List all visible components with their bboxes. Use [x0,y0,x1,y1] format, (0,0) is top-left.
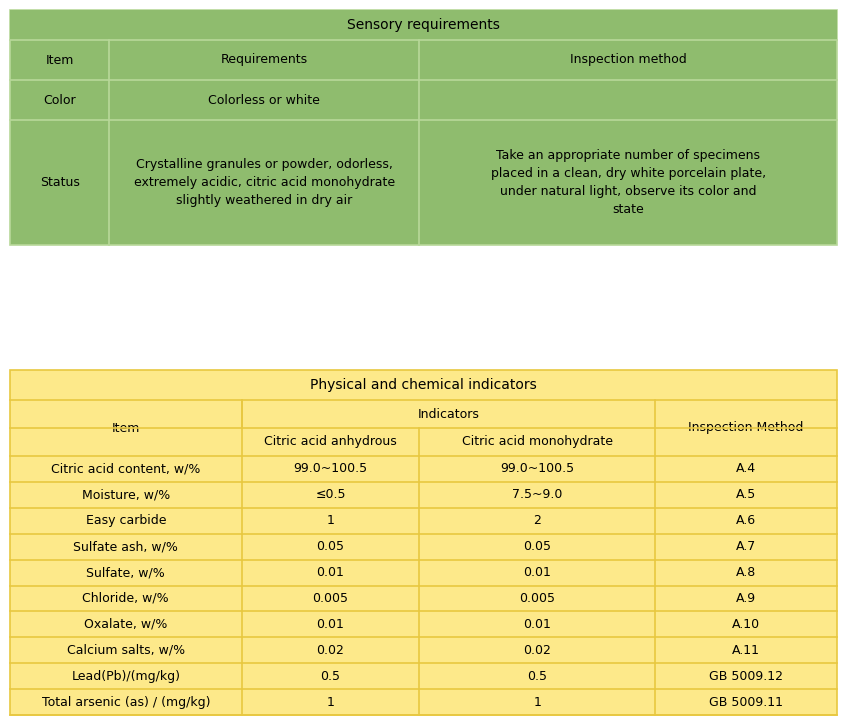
Text: 99.0~100.5: 99.0~100.5 [500,463,574,476]
Text: A.9: A.9 [736,592,756,605]
Text: Citric acid anhydrous: Citric acid anhydrous [264,435,397,448]
Text: A.4: A.4 [736,463,756,476]
Text: 1: 1 [327,695,335,708]
Text: Moisture, w/%: Moisture, w/% [81,488,170,501]
Text: Citric acid monohydrate: Citric acid monohydrate [462,435,612,448]
Text: 1: 1 [534,695,541,708]
Text: Sulfate ash, w/%: Sulfate ash, w/% [74,540,178,553]
Text: Requirements: Requirements [221,53,307,66]
Text: 2: 2 [534,514,541,527]
Text: Lead(Pb)/(mg/kg): Lead(Pb)/(mg/kg) [71,669,180,682]
Text: Indicators: Indicators [418,407,479,420]
Text: 0.02: 0.02 [317,644,345,657]
Text: Physical and chemical indicators: Physical and chemical indicators [310,378,537,392]
Text: 0.01: 0.01 [317,566,345,579]
Text: 0.05: 0.05 [317,540,345,553]
Text: 0.05: 0.05 [523,540,551,553]
Text: Oxalate, w/%: Oxalate, w/% [84,618,168,631]
Text: GB 5009.11: GB 5009.11 [709,695,783,708]
Text: Chloride, w/%: Chloride, w/% [82,592,169,605]
Text: 0.01: 0.01 [317,618,345,631]
Text: A.6: A.6 [736,514,756,527]
Text: 0.02: 0.02 [523,644,551,657]
Text: Item: Item [112,422,140,435]
Text: A.8: A.8 [736,566,756,579]
Text: Citric acid content, w/%: Citric acid content, w/% [51,463,201,476]
Text: Sulfate, w/%: Sulfate, w/% [86,566,165,579]
Text: 7.5~9.0: 7.5~9.0 [512,488,562,501]
Text: 1: 1 [327,514,335,527]
Text: A.10: A.10 [732,618,760,631]
Text: Item: Item [46,53,74,66]
Text: 99.0~100.5: 99.0~100.5 [293,463,368,476]
Text: Colorless or white: Colorless or white [208,94,320,107]
Bar [10,10,837,245]
Text: GB 5009.12: GB 5009.12 [709,669,783,682]
Text: Calcium salts, w/%: Calcium salts, w/% [67,644,185,657]
Text: 0.005: 0.005 [519,592,556,605]
Text: Easy carbide: Easy carbide [86,514,166,527]
Text: A.7: A.7 [736,540,756,553]
Text: 0.005: 0.005 [313,592,348,605]
Text: Total arsenic (as) / (mg/kg): Total arsenic (as) / (mg/kg) [42,695,210,708]
Text: 0.01: 0.01 [523,618,551,631]
Text: 0.5: 0.5 [527,669,547,682]
Text: Color: Color [43,94,76,107]
Text: Inspection method: Inspection method [570,53,687,66]
Text: 0.01: 0.01 [523,566,551,579]
Text: Crystalline granules or powder, odorless,
extremely acidic, citric acid monohydr: Crystalline granules or powder, odorless… [134,158,395,207]
Bar [10,10,837,40]
Bar [10,370,837,715]
Text: 0.5: 0.5 [320,669,340,682]
Text: A.11: A.11 [732,644,760,657]
Text: ≤0.5: ≤0.5 [315,488,346,501]
Text: Sensory requirements: Sensory requirements [347,18,500,32]
Text: Status: Status [40,176,80,189]
Text: A.5: A.5 [736,488,756,501]
Text: Take an appropriate number of specimens
placed in a clean, dry white porcelain p: Take an appropriate number of specimens … [490,149,766,216]
Text: Inspection Method: Inspection Method [689,422,804,435]
